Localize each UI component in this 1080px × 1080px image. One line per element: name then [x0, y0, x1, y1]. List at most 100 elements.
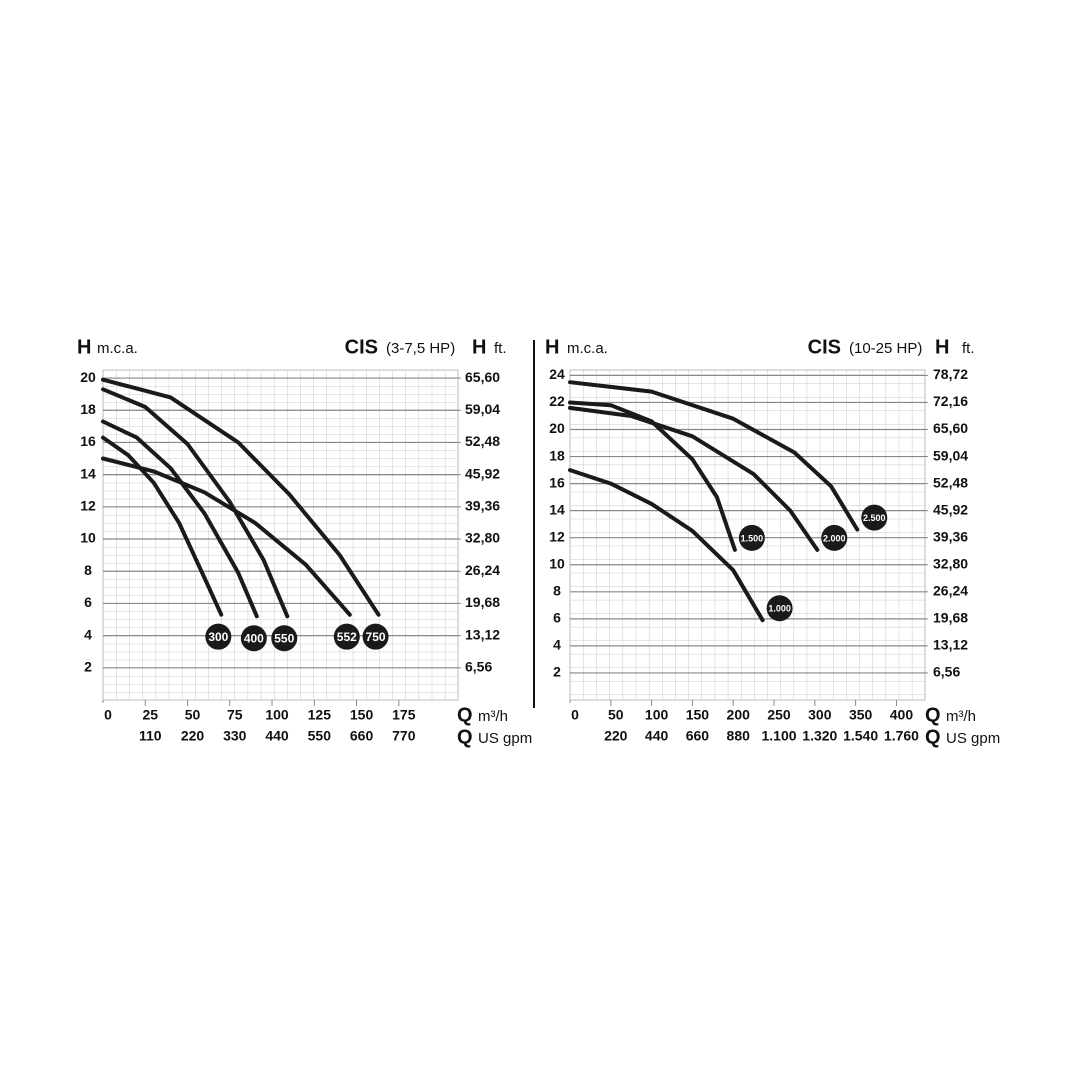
y-label: m.c.a.	[97, 340, 138, 357]
x-tick-label: 0	[104, 707, 112, 723]
y2-tick-label: 32,80	[465, 530, 500, 546]
y2-tick-label: 59,04	[933, 447, 968, 463]
x-tick-label: 175	[392, 707, 416, 723]
x-tick-label: 75	[227, 707, 243, 723]
series-label: 552	[337, 630, 357, 644]
y-tick-label: 2	[553, 664, 561, 680]
badge	[240, 625, 267, 652]
badge	[738, 524, 765, 551]
y-tick-label: 12	[549, 528, 565, 544]
y-tick-label: 18	[549, 447, 565, 463]
series-label: 1.000	[768, 604, 791, 614]
x2-label: US gpm	[946, 730, 1000, 747]
y2-symbol: H	[935, 336, 949, 358]
y2-tick-label: 19,68	[465, 594, 500, 610]
y2-label: ft.	[962, 340, 975, 357]
x-tick-label: 300	[808, 707, 832, 723]
y-tick-label: 12	[80, 498, 96, 514]
series-label: 400	[244, 631, 264, 645]
badge	[205, 623, 232, 650]
y2-symbol: H	[472, 336, 486, 358]
x2-symbol: Q	[925, 726, 941, 748]
curve	[101, 419, 259, 619]
series-label: 1.500	[741, 533, 764, 543]
y2-tick-label: 13,12	[465, 626, 500, 642]
y-tick-label: 20	[80, 369, 96, 385]
y2-tick-label: 26,24	[933, 583, 968, 599]
curve	[568, 380, 860, 532]
y2-tick-label: 45,92	[465, 465, 500, 481]
y-tick-label: 14	[80, 465, 96, 481]
y-tick-label: 24	[549, 366, 565, 382]
y2-tick-label: 39,36	[465, 498, 500, 514]
chart-subtitle: (3-7,5 HP)	[386, 340, 455, 357]
y2-tick-label: 65,60	[465, 369, 500, 385]
badge	[362, 623, 389, 650]
y2-tick-label: 6,56	[933, 664, 960, 680]
x-tick-label: 150	[350, 707, 374, 723]
x-tick-label: 50	[608, 707, 624, 723]
x-tick-label: 100	[645, 707, 669, 723]
x2-tick-label: 550	[308, 728, 332, 744]
series-label: 550	[274, 631, 294, 645]
x2-tick-label: 440	[265, 728, 289, 744]
y-tick-label: 10	[549, 555, 565, 571]
y2-tick-label: 72,16	[933, 393, 968, 409]
chart-title: CIS	[808, 336, 841, 358]
badge	[766, 595, 793, 622]
y-tick-label: 22	[549, 393, 565, 409]
series-label: 300	[208, 630, 228, 644]
x-tick-label: 150	[686, 707, 710, 723]
x-tick-label: 100	[265, 707, 289, 723]
y2-tick-label: 39,36	[933, 528, 968, 544]
y-tick-label: 18	[80, 401, 96, 417]
y2-tick-label: 59,04	[465, 401, 500, 417]
y2-tick-label: 19,68	[933, 610, 968, 626]
x-symbol: Q	[925, 704, 941, 726]
y-tick-label: 8	[84, 562, 92, 578]
badge	[861, 504, 888, 531]
curve	[101, 387, 290, 619]
x-tick-label: 200	[727, 707, 751, 723]
y2-tick-label: 32,80	[933, 555, 968, 571]
chart-subtitle: (10-25 HP)	[849, 340, 922, 357]
x2-tick-label: 110	[139, 728, 162, 744]
x-tick-label: 400	[890, 707, 914, 723]
x2-tick-label: 220	[604, 728, 628, 744]
y-tick-label: 14	[549, 501, 565, 517]
x-tick-label: 125	[308, 707, 332, 723]
y-tick-label: 2	[84, 659, 92, 675]
y2-tick-label: 26,24	[465, 562, 500, 578]
x2-tick-label: 660	[350, 728, 374, 744]
y-tick-label: 16	[80, 433, 96, 449]
badge	[821, 524, 848, 551]
y2-label: ft.	[494, 340, 507, 357]
x-label: m³/h	[946, 708, 976, 725]
x-tick-label: 350	[849, 707, 873, 723]
y-tick-label: 4	[84, 626, 92, 642]
badge	[333, 623, 360, 650]
y-symbol: H	[77, 336, 91, 358]
y-tick-label: 10	[80, 530, 96, 546]
y2-tick-label: 52,48	[933, 474, 968, 490]
series-label: 750	[366, 630, 386, 644]
x2-symbol: Q	[457, 726, 473, 748]
x-tick-label: 50	[185, 707, 201, 723]
x2-tick-label: 220	[181, 728, 205, 744]
y-tick-label: 6	[84, 594, 92, 610]
chart-title: CIS	[345, 336, 378, 358]
x-label: m³/h	[478, 708, 508, 725]
y-tick-label: 4	[553, 637, 561, 653]
curve	[101, 435, 224, 617]
x2-tick-label: 880	[727, 728, 751, 744]
x2-tick-label: 1.760	[884, 728, 919, 744]
x-tick-label: 0	[571, 707, 579, 723]
x2-tick-label: 1.540	[843, 728, 878, 744]
y-tick-label: 8	[553, 583, 561, 599]
x2-tick-label: 660	[686, 728, 710, 744]
x-tick-label: 25	[142, 707, 158, 723]
curve	[101, 377, 381, 617]
series-label: 2.500	[863, 513, 886, 523]
y2-tick-label: 65,60	[933, 420, 968, 436]
